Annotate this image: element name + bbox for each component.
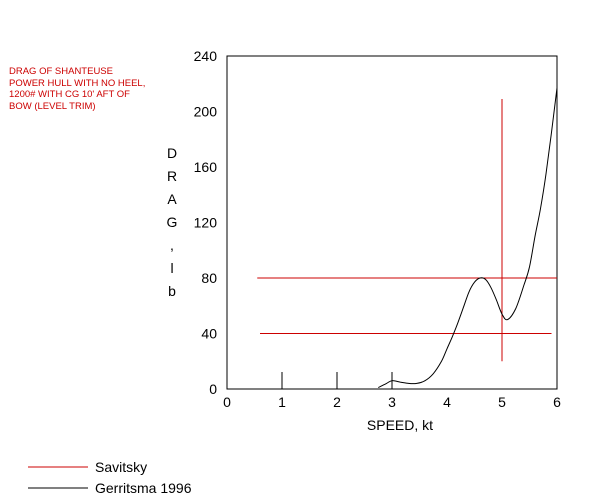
- x-tick-label: 1: [278, 394, 286, 410]
- x-tick-label: 4: [443, 394, 451, 410]
- x-tick-label: 3: [388, 394, 396, 410]
- chart-annotation: DRAG OF SHANTEUSE POWER HULL WITH NO HEE…: [9, 66, 179, 112]
- y-axis-label-char: R: [167, 168, 177, 184]
- x-tick-label: 5: [498, 394, 506, 410]
- annotation-line: BOW (LEVEL TRIM): [9, 100, 96, 112]
- y-axis-label-char: D: [167, 145, 177, 161]
- y-tick-label: 0: [209, 381, 217, 397]
- plot-frame: [226, 55, 558, 390]
- series-line-gerritsma: [378, 87, 558, 389]
- y-tick-label: 200: [194, 104, 218, 120]
- y-tick-label: 120: [194, 215, 218, 231]
- annotation-line: POWER HULL WITH NO HEEL,: [9, 77, 146, 89]
- annotation-line: DRAG OF SHANTEUSE: [9, 66, 113, 77]
- x-axis-label: SPEED, kt: [367, 417, 433, 433]
- y-axis-label-char: l: [170, 260, 173, 276]
- y-tick-label: 240: [194, 48, 218, 64]
- x-tick-label: 2: [333, 394, 341, 410]
- y-axis-label-char: b: [168, 283, 176, 299]
- y-tick-label: 80: [201, 270, 217, 286]
- legend-label: Gerritsma 1996: [95, 480, 192, 496]
- x-tick-label: 6: [553, 394, 561, 410]
- y-axis-label-char: G: [167, 214, 178, 230]
- legend-label: Savitsky: [95, 459, 147, 475]
- y-tick-label: 160: [194, 159, 218, 175]
- annotation-line: 1200# WITH CG 10' AFT OF: [9, 89, 130, 100]
- x-tick-label: 0: [223, 394, 231, 410]
- y-axis-label-char: A: [167, 191, 177, 207]
- y-tick-label: 40: [201, 326, 217, 342]
- y-axis-label-char: ,: [170, 237, 174, 253]
